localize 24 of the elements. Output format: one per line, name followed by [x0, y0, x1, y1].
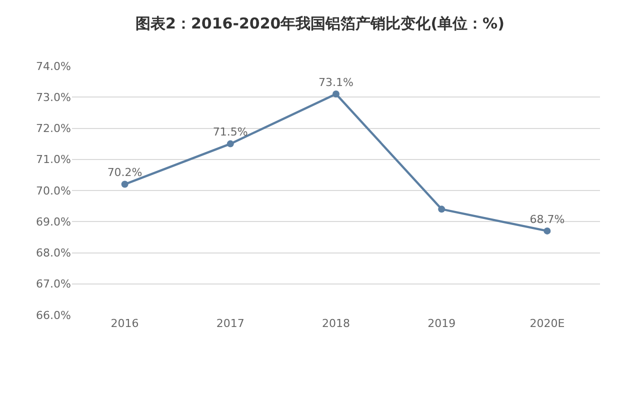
point	[121, 180, 128, 188]
y-tick-label: 68.0%	[36, 246, 71, 260]
y-tick-label: 69.0%	[36, 215, 71, 228]
y-tick-label: 74.0%	[36, 60, 71, 73]
data-label: 71.5%	[212, 126, 248, 139]
y-tick-label: 67.0%	[36, 278, 71, 291]
x-tick-label: 2018	[322, 317, 350, 330]
y-tick-label: 71.0%	[36, 153, 71, 166]
y-tick-label: 66.0%	[36, 308, 71, 322]
chart-title: 图表2：2016-2020年我国铝箔产销比变化(单位：%)	[136, 14, 504, 32]
x-tick-label: 2019	[428, 317, 456, 330]
x-tick-label: 2020E	[530, 317, 565, 330]
y-tick-label: 72.0%	[36, 122, 71, 136]
point	[226, 140, 234, 148]
x-tick-label: 2017	[216, 317, 244, 330]
x-tick-label: 2016	[110, 317, 139, 330]
data-label: 70.2%	[107, 166, 142, 180]
y-tick-label: 70.0%	[36, 184, 71, 198]
point	[544, 227, 551, 234]
y-tick-label: 73.0%	[36, 90, 71, 104]
data-label: 68.7%	[530, 212, 565, 226]
data-label: 73.1%	[318, 76, 354, 89]
point	[438, 206, 446, 213]
point	[332, 90, 340, 98]
